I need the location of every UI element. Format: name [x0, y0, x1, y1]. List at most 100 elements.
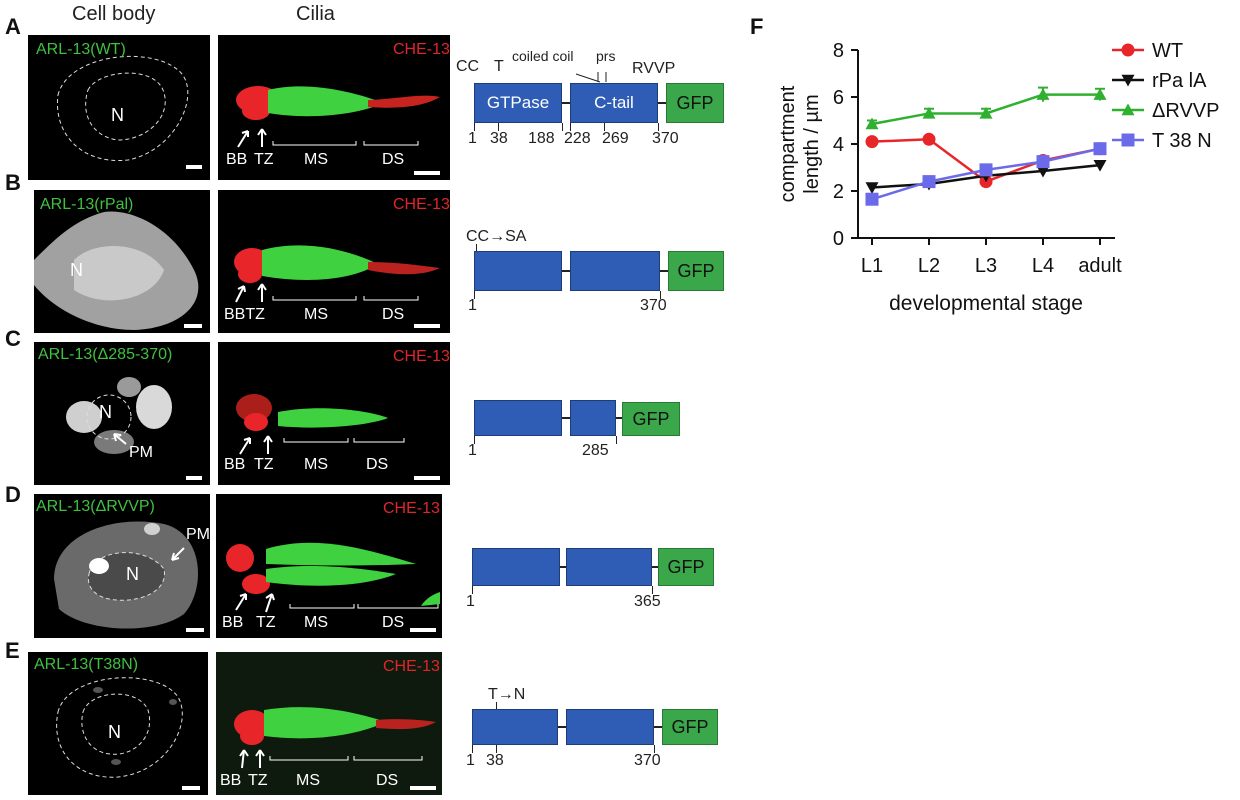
construct-label-e: ARL-13(T38N)	[34, 656, 139, 673]
cilia-image-d: CHE-13 BB TZ MS DS	[216, 494, 442, 638]
legend-label: ΔRVVP	[1152, 100, 1219, 122]
data-point	[979, 106, 993, 119]
che13-label-c: CHE-13	[393, 348, 450, 365]
gtpase-domain: GTPase	[474, 83, 562, 123]
cilia-image-c: CHE-13 BB TZ MS DS	[218, 342, 450, 485]
linker	[660, 270, 668, 272]
x-tick-label: L2	[918, 255, 940, 277]
y-tick-label: 0	[833, 228, 844, 250]
data-point	[1093, 142, 1107, 156]
tick	[474, 123, 475, 131]
residue-number: 269	[602, 130, 629, 147]
c-tail-domain	[566, 548, 652, 586]
residue-number: 1	[468, 130, 477, 147]
tick	[472, 586, 473, 594]
cilia-image-e: CHE-13 BB TZ MS DS	[216, 652, 442, 795]
tick	[496, 702, 497, 710]
residue-number: 228	[564, 130, 591, 147]
x-tick-label: L1	[861, 255, 883, 277]
residue-number: 38	[490, 130, 508, 147]
bb-label: BB	[226, 151, 248, 168]
ds-label: DS	[382, 614, 405, 631]
cc-annotation: CC	[456, 58, 480, 75]
tick	[476, 244, 477, 252]
gtpase-domain	[472, 709, 558, 745]
construct-label-c: ARL-13(Δ285-370)	[38, 346, 173, 363]
data-point	[1036, 165, 1050, 178]
data-point	[1093, 88, 1107, 100]
cilia-image-b: CHE-13 BBTZ MS DS	[218, 190, 450, 333]
data-point	[865, 192, 879, 206]
tick	[604, 123, 605, 131]
legend-marker	[1121, 103, 1135, 116]
scale-bar	[186, 628, 204, 632]
bb-label: BB	[220, 772, 242, 789]
residue-number: 370	[634, 752, 661, 769]
legend-marker	[1121, 43, 1135, 57]
residue-number: 1	[468, 442, 477, 459]
ms-label: MS	[304, 456, 328, 473]
tick	[658, 123, 659, 131]
annotation-lines-a	[575, 72, 607, 83]
y-tick-label: 2	[833, 181, 844, 203]
rvvp-annotation: RVVP	[632, 60, 676, 77]
scale-bar	[184, 324, 202, 328]
y-tick-label: 4	[833, 134, 844, 156]
data-point	[1093, 159, 1107, 172]
tick	[498, 123, 499, 131]
tz-label: TZ	[256, 614, 276, 631]
linker	[658, 102, 666, 104]
x-tick-label: L4	[1032, 255, 1054, 277]
cell-body-image-a: ARL-13(WT) N	[28, 35, 210, 180]
scale-bar	[414, 476, 440, 480]
y-axis-label-line2: length / µm	[801, 94, 823, 193]
linker	[616, 417, 622, 419]
nucleus-label-e: N	[108, 722, 121, 742]
panel-label-e: E	[5, 638, 20, 663]
construct-label-b: ARL-13(rPal)	[40, 196, 134, 213]
panel-label-d: D	[5, 482, 21, 507]
che13-label-b: CHE-13	[393, 196, 450, 213]
tick	[474, 291, 475, 299]
legend-label: T 38 N	[1152, 130, 1212, 152]
construct-label-a: ARL-13(WT)	[36, 41, 126, 58]
che13-label-e: CHE-13	[383, 658, 440, 675]
tick	[616, 436, 617, 444]
ds-label: DS	[382, 151, 405, 168]
residue-number: 370	[652, 130, 679, 147]
nucleus-label-d: N	[126, 564, 139, 584]
data-point	[865, 135, 879, 149]
y-tick-label: 6	[833, 87, 844, 109]
ds-label: DS	[376, 772, 399, 789]
y-axis-label: compartment	[777, 85, 799, 202]
data-point	[865, 182, 879, 194]
ms-label: MS	[304, 151, 328, 168]
tick	[654, 745, 655, 753]
bb-label: BB	[222, 614, 244, 631]
legend-label: rPa lA	[1152, 70, 1207, 92]
pm-label: PM	[186, 526, 210, 543]
data-point	[865, 117, 879, 130]
scale-bar	[414, 171, 440, 175]
cell-body-image-c: ARL-13(Δ285-370) N PM	[34, 342, 210, 485]
construct-label-d: ARL-13(ΔRVVP)	[36, 498, 155, 515]
tz-label: TZ	[248, 772, 268, 789]
panel-label-a: A	[5, 14, 21, 39]
tick	[474, 436, 475, 444]
cell-body-image-b: ARL-13(rPal) N	[34, 190, 210, 333]
c-tail-domain	[566, 709, 654, 745]
gfp-domain: GFP	[666, 83, 724, 123]
ds-label: DS	[382, 306, 405, 323]
ms-label: MS	[304, 614, 328, 631]
tick	[496, 745, 497, 753]
mutation-annotation: CC→SA	[466, 228, 527, 245]
c-tail-domain	[570, 400, 616, 436]
nucleus-label-a: N	[111, 105, 124, 125]
x-axis-label: developmental stage	[889, 292, 1083, 315]
linker	[654, 726, 662, 728]
gfp-domain: GFP	[668, 251, 724, 291]
residue-number: 370	[640, 297, 667, 314]
residue-number: 1	[468, 297, 477, 314]
ds-label: DS	[366, 456, 389, 473]
linker	[562, 102, 570, 104]
